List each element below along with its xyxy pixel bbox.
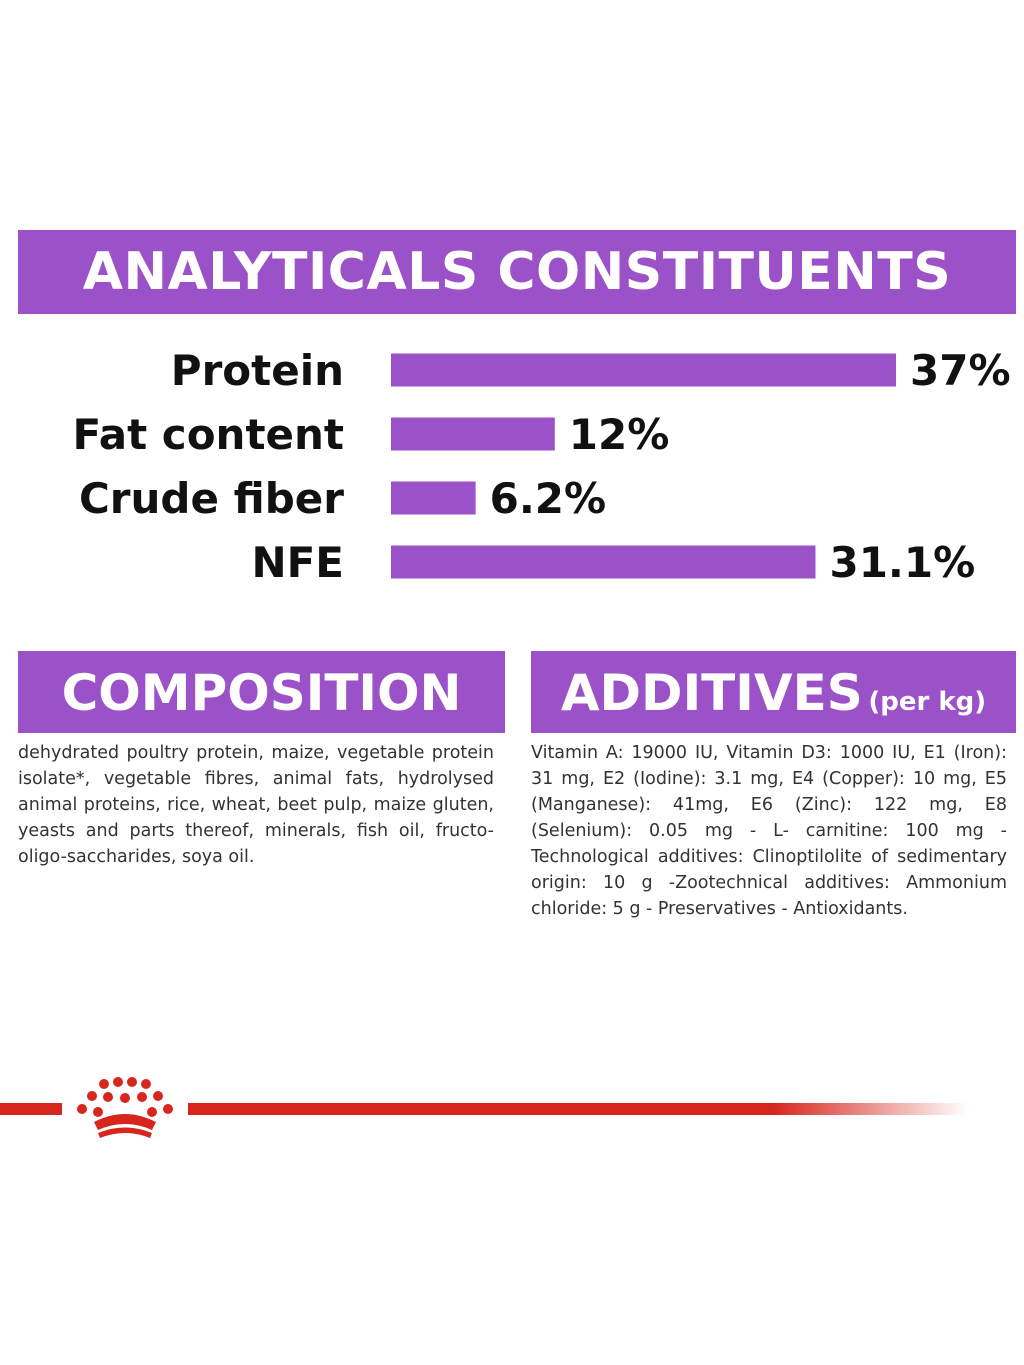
composition-heading: COMPOSITION (61, 664, 462, 722)
crown-icon (77, 1077, 173, 1138)
value-label: 37% (910, 346, 1011, 395)
category-label: Protein (171, 346, 344, 395)
composition-text: dehydrated poultry protein, maize, veget… (18, 743, 494, 867)
additives-heading-suffix: (per kg) (868, 687, 987, 717)
footer-line-left (0, 1103, 62, 1115)
additives-heading: ADDITIVES (560, 664, 863, 722)
footer-line-right (188, 1103, 968, 1115)
category-label: Crude fiber (79, 474, 344, 523)
bar (391, 481, 476, 515)
constituents-chart: Protein 37% Fat content 12% Crude fiber 6.2% N… (73, 346, 1011, 587)
composition-banner: COMPOSITION (18, 651, 505, 733)
title-banner: ANALYTICALS CONSTITUENTS (18, 230, 1016, 314)
value-label: 31.1% (829, 538, 975, 587)
additives-text: Vitamin A: 19000 IU, Vitamin D3: 1000 IU… (531, 743, 1007, 919)
bar (391, 353, 896, 387)
value-label: 6.2% (490, 474, 606, 523)
chart-title: ANALYTICALS CONSTITUENTS (82, 242, 952, 302)
bar (391, 545, 816, 579)
additives-banner: ADDITIVES (per kg) (531, 651, 1016, 733)
category-label: Fat content (73, 410, 344, 459)
value-label: 12% (569, 410, 670, 459)
category-label: NFE (251, 538, 344, 587)
bar (391, 417, 555, 451)
